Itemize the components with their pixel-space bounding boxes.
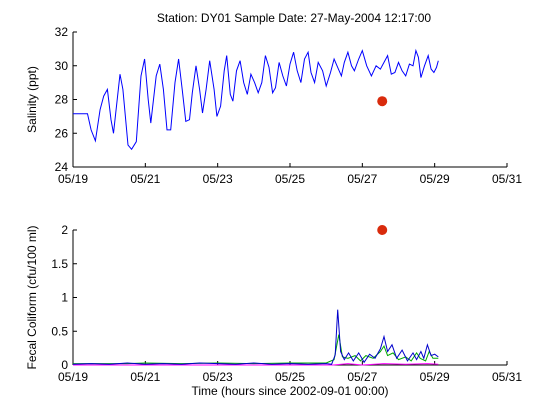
salinity-y-tick-label: 28: [55, 93, 69, 107]
fecal-coliform-y-tick-label: 0: [61, 358, 68, 372]
fecal-coliform-x-tick-label: 05/27: [347, 370, 377, 384]
fecal-coliform-x-tick-label: 05/23: [203, 370, 233, 384]
fecal-coliform-y-axis-label: Fecal Coliform (cfu/100 ml): [25, 225, 39, 369]
fecal-coliform-x-tick-label: 05/21: [130, 370, 160, 384]
fecal-coliform-x-tick-label: 05/31: [492, 370, 522, 384]
salinity-y-tick-label: 24: [55, 160, 69, 174]
fecal-coliform-sample-marker: [377, 225, 388, 235]
fecal-coliform-x-tick-label: 05/19: [58, 370, 88, 384]
fecal-coliform-y-tick-label: 1: [61, 291, 68, 305]
figure-title: Station: DY01 Sample Date: 27-May-2004 1…: [157, 11, 431, 25]
salinity-y-tick-label: 32: [55, 25, 69, 39]
fecal-coliform-y-tick-label: 1.5: [51, 257, 68, 271]
fecal-coliform-series-line: [73, 363, 439, 366]
salinity-y-tick-label: 26: [55, 126, 69, 140]
fecal-coliform-series-line: [72, 309, 439, 365]
salinity-sample-marker: [377, 96, 388, 107]
salinity-x-tick-label: 05/29: [420, 172, 450, 186]
salinity-series-line: [73, 48, 439, 151]
fecal-coliform-x-axis-label: Time (hours since 2002-09-01 00:00): [192, 384, 389, 398]
salinity-x-tick-label: 05/19: [58, 172, 88, 186]
fecal-coliform-y-tick-label: 0.5: [51, 324, 68, 338]
salinity-y-axis-label: Salinity (ppt): [25, 66, 39, 133]
fecal-coliform-x-tick-label: 05/25: [275, 370, 305, 384]
fecal-coliform-x-tick-label: 05/29: [420, 370, 450, 384]
fecal-coliform-panel: 05/19 05/21 05/23 05/25 05/27 05/29 05/31 0 0.5 1…: [25, 223, 522, 398]
salinity-x-tick-label: 05/25: [275, 172, 305, 186]
salinity-y-tick-label: 30: [55, 59, 69, 73]
fecal-coliform-y-tick-label: 2: [61, 223, 68, 237]
salinity-x-tick-label: 05/21: [130, 172, 160, 186]
salinity-x-tick-label: 05/27: [347, 172, 377, 186]
salinity-panel: 05/19 05/21 05/23 05/25 05/27 05/29 05/31 24 26 2…: [25, 25, 522, 186]
salinity-x-tick-label: 05/23: [203, 172, 233, 186]
salinity-x-tick-label: 05/31: [492, 172, 522, 186]
